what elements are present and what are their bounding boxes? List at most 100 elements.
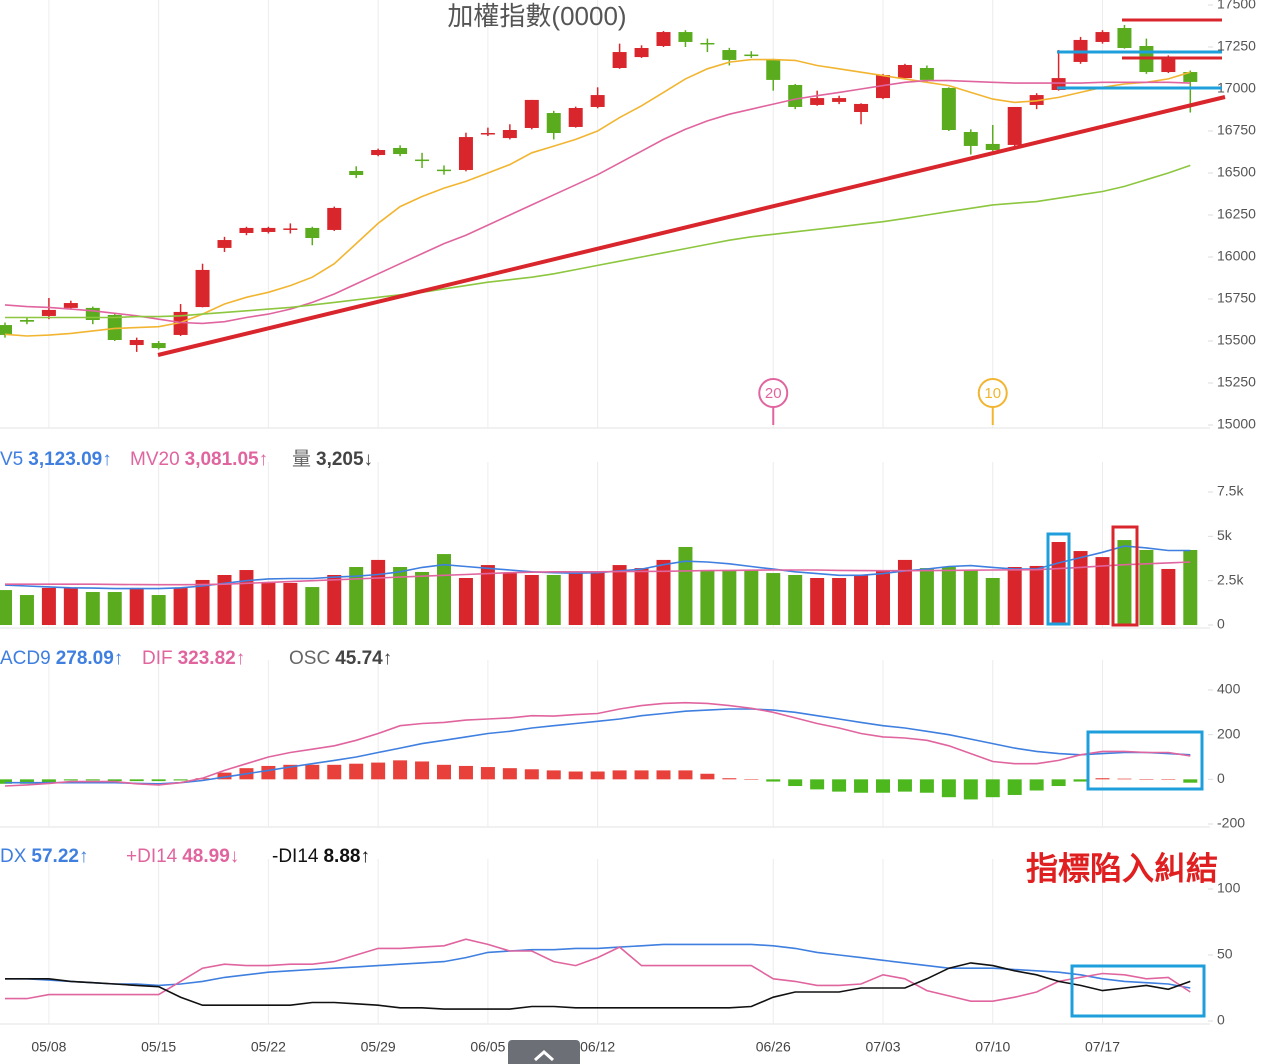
volume-bar (1161, 568, 1176, 625)
volume-bar (437, 554, 451, 625)
osc-bar (173, 779, 188, 781)
legend-entry: MV20 3,081.05↑ (130, 449, 268, 470)
volume-bar (1007, 567, 1022, 625)
y-tick-label: 16500 (1217, 164, 1256, 180)
series-line (4, 545, 1191, 590)
candle-body (129, 339, 144, 346)
volume-bar (788, 574, 803, 625)
y-tick-label: 100 (1217, 880, 1241, 896)
candle-body (305, 227, 320, 239)
volume-bar (19, 595, 34, 625)
volume-bar (678, 546, 693, 625)
osc-bar (107, 779, 122, 782)
volume-bar (107, 592, 122, 625)
candle-body (634, 48, 649, 58)
osc-bar (656, 770, 671, 780)
volume-bar (612, 565, 627, 625)
candle-body (876, 75, 890, 99)
y-tick-label: 5k (1217, 527, 1233, 543)
trend-line (157, 95, 1226, 357)
legend-entry: OSC 45.74↑ (289, 648, 392, 669)
volume-bar (502, 573, 517, 625)
osc-bar (568, 771, 583, 780)
y-tick-label: 0 (1217, 1012, 1225, 1028)
marker (758, 378, 789, 408)
osc-bar (261, 765, 276, 780)
candle-body (349, 170, 364, 176)
volume-bar (722, 570, 737, 625)
volume-bar (327, 574, 342, 625)
osc-bar (524, 769, 539, 780)
legend-entry: DIF 323.82↑ (142, 648, 245, 669)
candle-body (832, 98, 847, 102)
candle-body (612, 52, 627, 68)
legend-name: 量 (292, 449, 311, 470)
candle-body (678, 32, 693, 42)
y-tick-label: 2.5k (1217, 571, 1244, 587)
candle-body (941, 87, 956, 130)
osc-bar (985, 779, 1000, 798)
volume-bar (129, 587, 144, 625)
series-line (5, 164, 1191, 319)
y-tick-label: 200 (1217, 725, 1241, 741)
x-tick-label: 07/17 (1085, 1039, 1120, 1055)
osc-bar (41, 779, 56, 783)
y-tick-label: 17250 (1217, 38, 1256, 54)
candle-body (217, 240, 232, 248)
volume-bar (283, 582, 298, 625)
osc-bar (546, 770, 561, 780)
candle-body (546, 113, 561, 134)
x-tick-label: 06/26 (756, 1039, 791, 1055)
volume-bar (832, 578, 847, 625)
osc-bar (722, 778, 737, 780)
volume-bar (1029, 565, 1044, 625)
volume-bar (1095, 557, 1110, 625)
y-tick-label: 17000 (1217, 80, 1256, 96)
volume-bar (876, 570, 890, 625)
candle-body (195, 269, 210, 308)
marker-label: 10 (984, 385, 1001, 402)
volume-bar (217, 574, 232, 625)
osc-bar (897, 779, 912, 792)
candle-body (41, 309, 56, 316)
osc-bar (810, 779, 825, 790)
y-tick-label: 16000 (1217, 248, 1256, 264)
osc-bar (415, 761, 430, 780)
volume-bar (568, 573, 583, 625)
legend-value: 8.88↑ (323, 846, 369, 867)
marker-label: 20 (765, 385, 782, 402)
volume-bar (0, 590, 12, 625)
y-tick-label: 0 (1217, 616, 1225, 632)
highlight-box (1111, 525, 1139, 627)
candle-body (261, 227, 276, 232)
osc-bar (766, 779, 781, 782)
candle-body (480, 133, 495, 135)
series-line (4, 79, 1191, 325)
marker (977, 378, 1008, 408)
candle-body (524, 99, 539, 128)
candle-body (1007, 106, 1022, 145)
osc-bar (1183, 779, 1198, 783)
y-tick-label: 15000 (1217, 416, 1256, 432)
volume-bar (854, 574, 869, 625)
y-tick-label: 16750 (1217, 122, 1256, 138)
volume-bar (634, 568, 649, 625)
osc-bar (634, 770, 649, 780)
osc-bar (1007, 779, 1022, 795)
candle-body (897, 64, 912, 79)
candle-body (107, 314, 122, 340)
volume-bar (700, 570, 715, 625)
x-tick-label: 05/15 (141, 1039, 176, 1055)
volume-bar (810, 578, 825, 625)
osc-bar (393, 760, 408, 780)
candle-body (1051, 78, 1066, 91)
osc-bar (876, 779, 890, 793)
chevron-icon (534, 1049, 554, 1062)
candle-body (985, 143, 1000, 150)
volume-bar (941, 567, 956, 625)
volume-bar (766, 573, 781, 625)
candle-body (502, 129, 517, 139)
osc-bar (1029, 779, 1044, 791)
legend-entry: +DI14 48.99↓ (126, 846, 239, 867)
candle-body (722, 50, 737, 60)
